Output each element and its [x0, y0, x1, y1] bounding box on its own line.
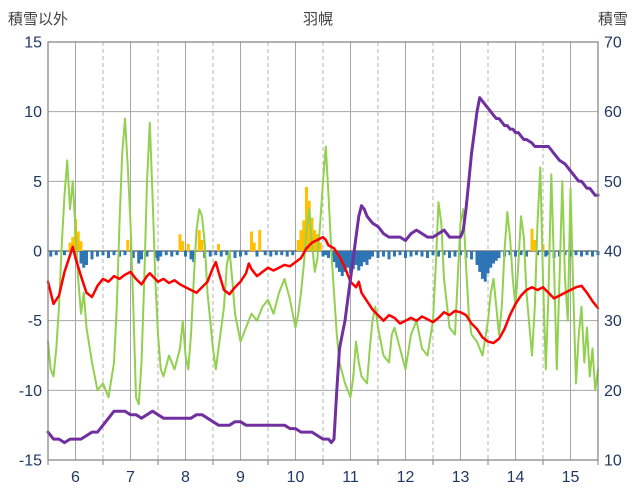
- svg-text:40: 40: [604, 244, 622, 261]
- svg-text:10: 10: [287, 469, 305, 486]
- svg-text:50: 50: [604, 174, 622, 191]
- left-axis-tick-labels: 15 10 5 0 -5 -10 -15: [19, 35, 42, 470]
- svg-text:12: 12: [397, 469, 415, 486]
- svg-text:15: 15: [562, 469, 580, 486]
- right-axis-tick-labels: 70 60 50 40 30 20 10: [604, 35, 622, 470]
- svg-text:9: 9: [236, 469, 245, 486]
- svg-text:70: 70: [604, 35, 622, 52]
- svg-text:13: 13: [452, 469, 470, 486]
- svg-text:11: 11: [342, 469, 359, 486]
- red-line: [46, 235, 600, 345]
- svg-text:60: 60: [604, 104, 622, 121]
- svg-text:5: 5: [33, 174, 42, 191]
- svg-text:30: 30: [604, 313, 622, 330]
- svg-text:20: 20: [604, 383, 622, 400]
- right-axis-title: 積雪: [597, 11, 628, 28]
- svg-text:15: 15: [24, 35, 42, 52]
- svg-text:8: 8: [181, 469, 190, 486]
- svg-text:-5: -5: [28, 313, 42, 330]
- svg-text:14: 14: [507, 469, 525, 486]
- svg-text:-15: -15: [19, 453, 42, 470]
- svg-text:0: 0: [33, 244, 42, 261]
- svg-text:-10: -10: [19, 383, 42, 400]
- svg-text:10: 10: [604, 453, 622, 470]
- x-axis-tickmarks: [47, 460, 599, 465]
- left-axis-title: 積雪以外: [8, 11, 69, 28]
- svg-text:6: 6: [71, 469, 80, 486]
- svg-text:7: 7: [126, 469, 135, 486]
- x-axis-tick-labels: 6 7 8 9 10 11 12 13 14 15: [71, 469, 579, 486]
- svg-text:10: 10: [24, 104, 42, 121]
- green-line: [47, 117, 599, 406]
- chart-title: 羽幌: [302, 11, 334, 28]
- purple-line-snow-depth: [46, 96, 600, 445]
